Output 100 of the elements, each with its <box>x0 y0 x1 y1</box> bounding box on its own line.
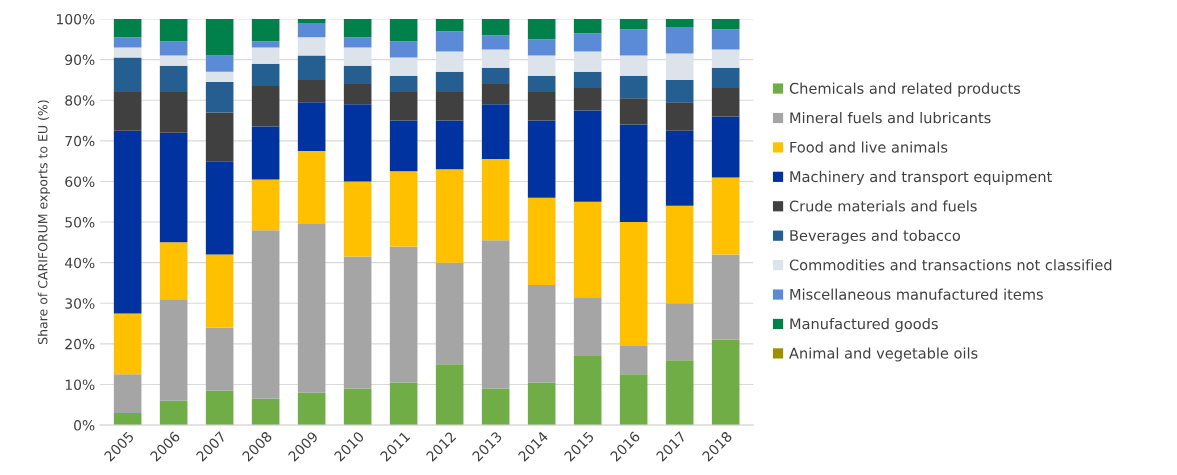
bar <box>619 124 648 223</box>
bar <box>251 230 280 399</box>
bar <box>481 35 510 50</box>
bar <box>619 29 648 56</box>
bar <box>343 37 372 48</box>
bar <box>389 19 418 42</box>
bar <box>297 37 326 56</box>
bar <box>711 339 740 426</box>
legend-label: Animal and vegetable oils <box>789 347 978 362</box>
bar <box>527 92 556 121</box>
bar <box>159 19 188 42</box>
bar <box>343 65 372 84</box>
bar <box>619 345 648 375</box>
bar <box>251 398 280 426</box>
bar <box>251 126 280 180</box>
bar <box>205 19 234 56</box>
bar <box>205 390 234 426</box>
bar <box>113 57 142 93</box>
bar <box>711 88 740 117</box>
legend-label: Machinery and transport equipment <box>790 170 1052 185</box>
bar <box>573 88 602 111</box>
bar <box>113 19 142 38</box>
bar <box>343 19 372 38</box>
bar <box>435 364 464 426</box>
bar <box>619 222 648 346</box>
bar <box>297 102 326 151</box>
bar <box>297 19 326 24</box>
bar <box>527 19 556 40</box>
bar <box>251 47 280 64</box>
bar <box>205 254 234 328</box>
bar <box>389 75 418 93</box>
bar <box>665 303 694 361</box>
bar <box>159 65 188 93</box>
bar <box>573 33 602 52</box>
bar <box>711 177 740 255</box>
bar <box>435 92 464 121</box>
bar <box>205 161 234 255</box>
bar <box>481 159 510 241</box>
y-tick-label: 40% <box>64 257 95 269</box>
bar <box>527 120 556 198</box>
bar <box>481 104 510 160</box>
bar <box>481 19 510 36</box>
bar <box>665 27 694 54</box>
bar <box>619 374 648 426</box>
legend-label: Mineral fuels and lubricants <box>790 112 991 124</box>
y-tick-label: 100% <box>57 13 95 25</box>
bar <box>573 71 602 89</box>
bar <box>435 31 464 52</box>
bar <box>297 392 326 426</box>
bar <box>573 19 602 34</box>
bar <box>619 55 648 76</box>
bar <box>159 299 188 401</box>
legend-label: Miscellaneous manufactured items <box>790 288 1043 300</box>
bar <box>435 51 464 72</box>
bar <box>619 19 648 30</box>
bar <box>159 242 188 300</box>
bar <box>665 360 694 426</box>
bar <box>711 19 740 30</box>
bar <box>665 79 694 103</box>
bar <box>573 356 602 426</box>
bar <box>343 104 372 182</box>
bar <box>389 171 418 247</box>
bar <box>159 400 188 426</box>
bar <box>481 67 510 84</box>
bar <box>297 23 326 38</box>
y-axis-title: Share of CARIFORUM exports to EU (%) <box>37 100 50 344</box>
bar <box>389 382 418 426</box>
bar <box>435 120 464 170</box>
bar <box>665 19 694 28</box>
bar <box>113 374 142 413</box>
bar <box>389 120 418 172</box>
y-tick-label: 60% <box>65 176 95 187</box>
bar <box>527 285 556 383</box>
bar <box>665 130 694 206</box>
bar <box>573 201 602 298</box>
bar <box>527 197 556 286</box>
legend-label: Manufactured goods <box>790 318 938 333</box>
bar <box>435 19 464 32</box>
bar <box>665 102 694 131</box>
bar <box>205 327 234 391</box>
bar <box>711 116 740 178</box>
bar <box>113 92 142 131</box>
bar <box>573 297 602 357</box>
bar <box>435 169 464 263</box>
bar <box>251 41 280 48</box>
bar <box>435 262 464 365</box>
bar <box>711 29 740 50</box>
y-tick-label: 90% <box>65 54 95 66</box>
bar <box>159 55 188 66</box>
bar <box>343 47 372 66</box>
bar <box>573 51 602 72</box>
bar <box>435 71 464 93</box>
bar <box>527 75 556 93</box>
legend-label: Beverages and tobacco <box>790 229 961 244</box>
bar <box>251 19 280 42</box>
legend-label: Crude materials and fuels <box>789 200 977 212</box>
y-tick-label: 50% <box>65 217 95 228</box>
bar <box>343 83 372 105</box>
bar <box>205 55 234 72</box>
bar <box>297 79 326 103</box>
